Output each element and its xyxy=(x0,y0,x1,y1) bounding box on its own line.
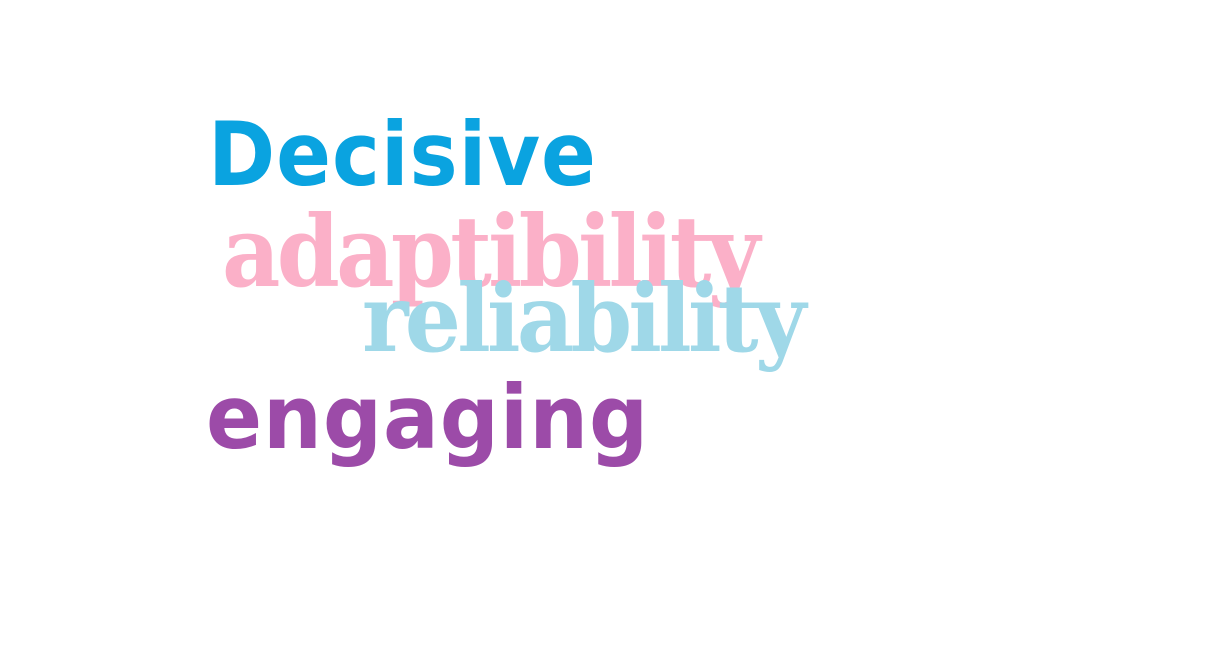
word-decisive: Decisive xyxy=(208,103,597,206)
word-adaptibility: adaptibility xyxy=(222,195,760,310)
word-reliability: reliability xyxy=(362,264,806,374)
word-engaging: engaging xyxy=(206,366,650,469)
